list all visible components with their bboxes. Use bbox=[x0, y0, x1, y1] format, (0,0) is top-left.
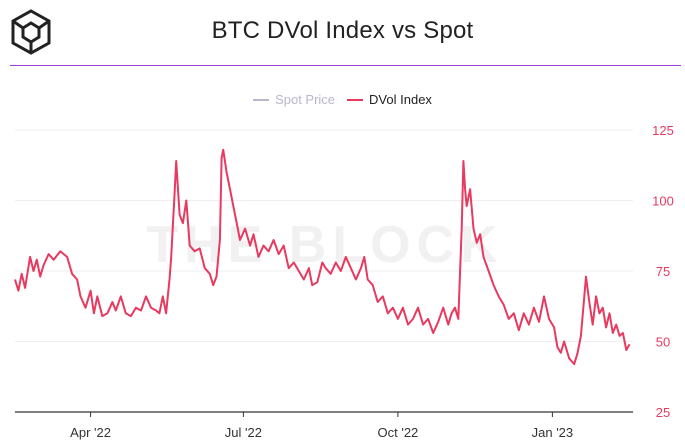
x-tick-label: Jul '22 bbox=[225, 425, 262, 440]
chart-header: BTC DVol Index vs Spot bbox=[0, 0, 685, 66]
x-tick-label: Apr '22 bbox=[70, 425, 111, 440]
the-block-cube-icon bbox=[11, 9, 51, 55]
legend-swatch-spot-price bbox=[253, 98, 270, 101]
legend-label-dvol-index: DVol Index bbox=[369, 92, 432, 107]
dvol-series-line[interactable] bbox=[14, 148, 631, 366]
legend-swatch-dvol-index bbox=[347, 98, 364, 101]
y-tick-label: 50 bbox=[656, 335, 670, 350]
legend-label-spot-price: Spot Price bbox=[275, 92, 336, 107]
x-axis-ticks: Apr '22 Jul '22 Oct '22 Jan '23 bbox=[70, 412, 573, 440]
y-axis-ticks: 25 50 75 100 125 bbox=[652, 123, 674, 420]
title-divider bbox=[10, 65, 681, 66]
y-tick-label: 25 bbox=[656, 405, 670, 420]
legend-item-spot-price[interactable]: Spot Price bbox=[253, 92, 335, 107]
x-tick-label: Oct '22 bbox=[378, 425, 419, 440]
x-tick-label: Jan '23 bbox=[532, 425, 574, 440]
chart-legend: Spot Price DVol Index bbox=[0, 92, 685, 107]
legend-item-dvol-index[interactable]: DVol Index bbox=[347, 92, 432, 107]
y-tick-label: 125 bbox=[652, 123, 674, 138]
y-tick-label: 100 bbox=[652, 194, 674, 209]
chart-title: BTC DVol Index vs Spot bbox=[211, 17, 474, 44]
y-tick-label: 75 bbox=[656, 264, 670, 279]
grid-lines bbox=[15, 129, 633, 342]
